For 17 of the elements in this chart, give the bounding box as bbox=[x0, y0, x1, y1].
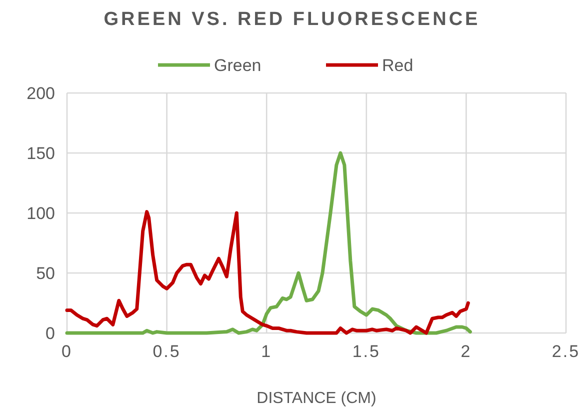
y-tick-label: 150 bbox=[26, 144, 55, 163]
x-tick-label: 1 bbox=[261, 342, 272, 361]
x-tick-label: 2 bbox=[460, 342, 472, 361]
x-axis-title: DISTANCE (CM) bbox=[256, 390, 376, 407]
line-series bbox=[65, 210, 470, 335]
y-tick-label: 100 bbox=[26, 204, 55, 223]
legend-label: Green bbox=[214, 56, 262, 75]
chart-title: GREEN VS. RED FLUORESCENCE bbox=[104, 9, 480, 30]
y-tick-label: 0 bbox=[46, 324, 55, 343]
x-tick-label: 1.5 bbox=[352, 342, 380, 361]
legend-label: Red bbox=[382, 56, 414, 75]
line-series bbox=[65, 151, 472, 335]
x-tick-label: 0.5 bbox=[152, 342, 181, 361]
x-tick-label: 2.5 bbox=[552, 342, 580, 361]
y-tick-label: 200 bbox=[26, 84, 55, 103]
y-tick-label: 50 bbox=[36, 264, 55, 283]
x-tick-label: 0 bbox=[62, 342, 72, 361]
